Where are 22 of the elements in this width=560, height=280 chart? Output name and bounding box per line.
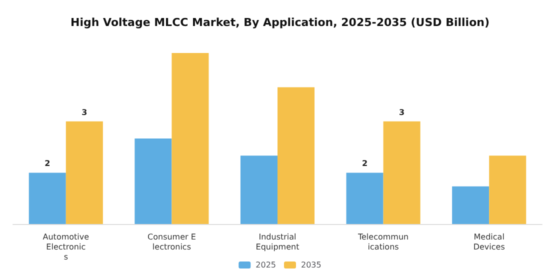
bar [172, 53, 209, 224]
bar [134, 138, 172, 224]
x-tick-label: Telecommun ications [356, 232, 409, 252]
bar [278, 87, 315, 224]
chart-title: High Voltage MLCC Market, By Application, 2025-2035 (USD Billion) [70, 16, 490, 29]
x-tick-label: Consumer E lectronics [148, 232, 196, 252]
legend-label: 2025 [256, 260, 276, 270]
bar [66, 121, 103, 224]
bar [383, 121, 420, 224]
x-tick-label: Medical Devices [473, 232, 505, 252]
x-tick-label: Automotive Electronic s [42, 232, 90, 262]
x-tick-label: Industrial Equipment [256, 232, 300, 252]
bar [452, 186, 490, 224]
bar [240, 156, 278, 224]
bar [346, 172, 384, 224]
legend-label: 2035 [301, 260, 322, 270]
bar [489, 156, 526, 224]
data-label: 2 [362, 159, 368, 168]
data-label: 2 [44, 159, 50, 168]
data-label: 3 [82, 108, 88, 117]
bar [28, 172, 66, 224]
data-label: 3 [399, 108, 405, 117]
